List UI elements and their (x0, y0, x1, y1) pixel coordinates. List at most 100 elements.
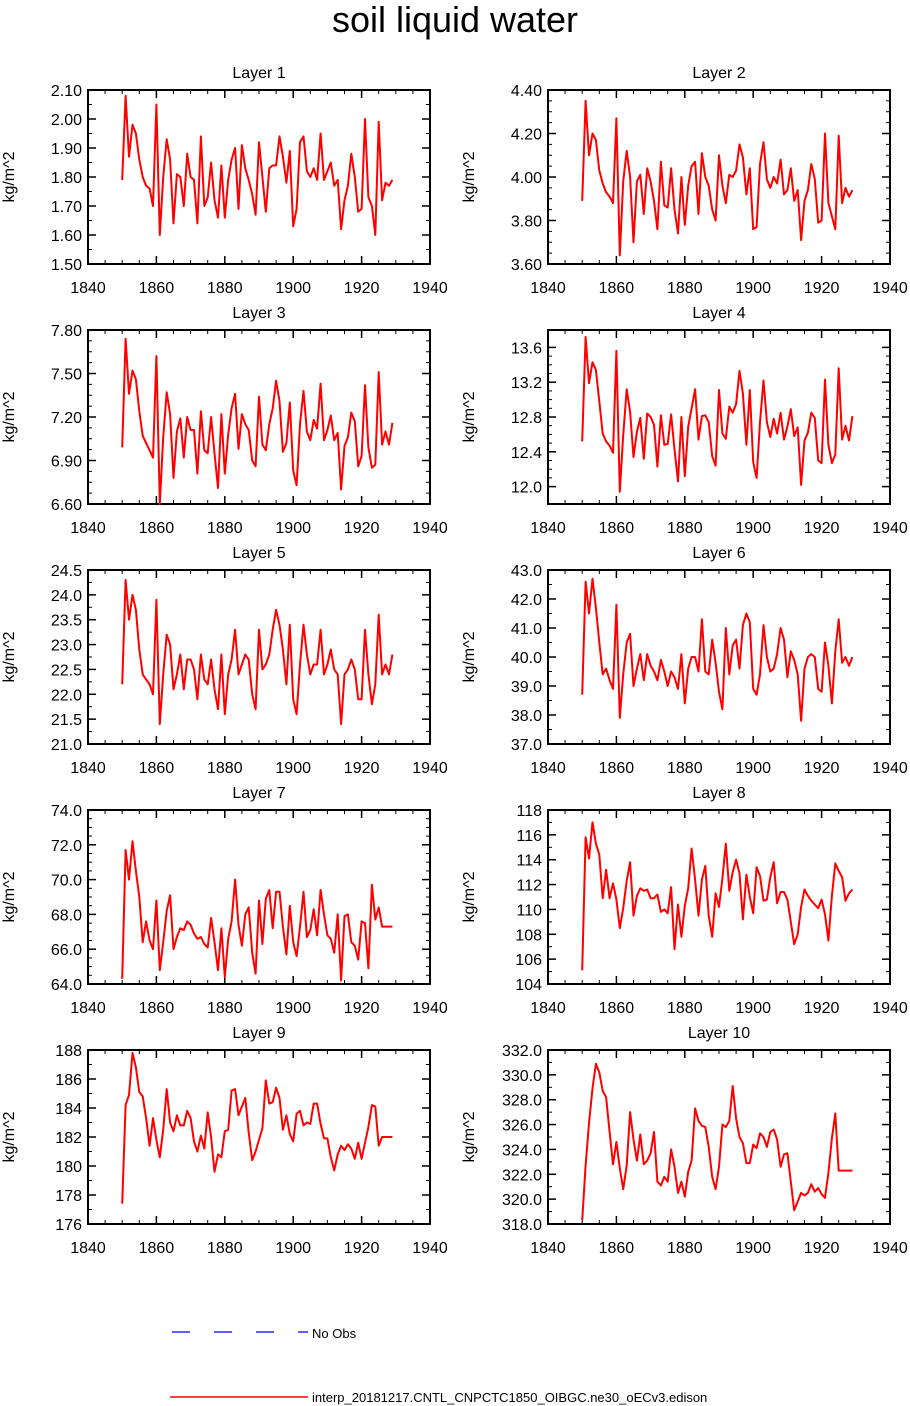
panel-1-ytick-label: 1.80 (51, 170, 82, 187)
panel-9-ytick-label: 180 (55, 1159, 82, 1176)
panel-2-title: Layer 2 (692, 65, 745, 82)
panel-8-ytick-label: 108 (515, 927, 542, 944)
panel-1-ytick-label: 1.70 (51, 199, 82, 216)
panel-2-xtick-label: 1920 (804, 280, 840, 297)
panel-2-ytick-label: 3.80 (511, 214, 542, 231)
panel-10-xtick-label: 1860 (599, 1240, 635, 1257)
panel-4-ytick-label: 13.6 (511, 340, 542, 357)
panel-7-ytick-label: 70.0 (51, 873, 82, 890)
panel-8-ytick-label: 116 (516, 828, 542, 845)
panel-7-xtick-label: 1880 (207, 1000, 243, 1017)
panel-5-ytick-label: 23.0 (51, 638, 82, 655)
panel-7-xtick-label: 1860 (139, 1000, 175, 1017)
panel-5-xtick-label: 1880 (207, 760, 243, 777)
panel-4-frame (547, 329, 891, 505)
panel-1-xtick-label: 1880 (207, 280, 243, 297)
panel-9-xtick-label: 1900 (275, 1240, 311, 1257)
panel-5-xtick-label: 1840 (70, 760, 106, 777)
panel-7-xtick-label: 1840 (70, 1000, 106, 1017)
panel-2-xtick-label: 1840 (530, 280, 566, 297)
panel-2-ytick-label: 4.20 (511, 127, 542, 144)
panel-7-xtick-label: 1920 (344, 1000, 380, 1017)
panel-8-title: Layer 8 (692, 785, 745, 802)
panel-4-title: Layer 4 (692, 305, 745, 322)
panel-2-frame (547, 89, 891, 265)
panel-8-xtick-label: 1940 (872, 1000, 908, 1017)
panel-10-ytick-label: 320.0 (502, 1192, 542, 1209)
panel-6-ytick-label: 41.0 (511, 621, 542, 638)
panel-9-xtick-label: 1880 (207, 1240, 243, 1257)
panel-10-ylabel: kg/m^2 (461, 1111, 478, 1162)
panel-2-ytick-label: 4.40 (511, 83, 542, 100)
panel-3-xtick-label: 1840 (70, 520, 106, 537)
panel-3-ytick-label: 6.90 (51, 454, 82, 471)
panel-6-ytick-label: 39.0 (511, 679, 542, 696)
panel-5-series-line (121, 578, 394, 726)
panel-3-ytick-label: 7.50 (51, 367, 82, 384)
panel-3-ytick-label: 7.80 (51, 323, 82, 340)
panel-7-title: Layer 7 (232, 785, 285, 802)
panel-9-ytick-label: 178 (55, 1188, 82, 1205)
panel-1-ytick-label: 2.10 (51, 83, 82, 100)
panel-6-frame (547, 569, 891, 745)
panel-5-ytick-label: 24.5 (51, 563, 82, 580)
panel-7-ytick-label: 74.0 (51, 803, 82, 820)
panel-4-xtick-label: 1940 (872, 520, 908, 537)
panel-9-ytick-label: 184 (55, 1101, 82, 1118)
panel-6-xtick-label: 1860 (599, 760, 635, 777)
panel-4-xtick-label: 1920 (804, 520, 840, 537)
panel-4-xtick-label: 1900 (735, 520, 771, 537)
panel-9-xtick-label: 1920 (344, 1240, 380, 1257)
figure-title: soil liquid water (331, 0, 579, 40)
panel-6-ytick-label: 40.0 (511, 650, 542, 667)
panel-6-series-line (581, 577, 854, 722)
panel-5-ytick-label: 22.5 (51, 662, 82, 679)
panel-4-series-line (581, 336, 854, 493)
panel-2-ytick-label: 3.60 (511, 257, 542, 274)
panel-10-xtick-label: 1940 (872, 1240, 908, 1257)
panel-4-ytick-label: 12.4 (511, 445, 542, 462)
panel-8-xtick-label: 1900 (735, 1000, 771, 1017)
panel-6-ytick-label: 37.0 (511, 737, 542, 754)
panel-4-xtick-label: 1860 (599, 520, 635, 537)
panel-2-series-line (581, 99, 854, 257)
panel-10-ytick-label: 326.0 (502, 1118, 542, 1135)
panel-7-xtick-label: 1940 (412, 1000, 448, 1017)
panel-8-xtick-label: 1840 (530, 1000, 566, 1017)
panel-8-xtick-label: 1880 (667, 1000, 703, 1017)
panel-1-xtick-label: 1840 (70, 280, 106, 297)
panel-2-xtick-label: 1900 (735, 280, 771, 297)
panel-8-xtick-label: 1920 (804, 1000, 840, 1017)
panel-4-ytick-label: 12.0 (511, 480, 542, 497)
panel-3-series-line (121, 337, 394, 505)
panel-1-ytick-label: 1.60 (51, 228, 82, 245)
panel-4-ylabel: kg/m^2 (461, 391, 478, 442)
panel-1-frame (87, 89, 431, 265)
panel-4-xtick-label: 1840 (530, 520, 566, 537)
panel-5-xtick-label: 1940 (412, 760, 448, 777)
panel-1-xtick-label: 1900 (275, 280, 311, 297)
panel-2-ylabel: kg/m^2 (461, 151, 478, 202)
panel-8-ylabel: kg/m^2 (461, 871, 478, 922)
panel-8-ytick-label: 110 (516, 902, 542, 919)
panel-9-ytick-label: 186 (55, 1072, 82, 1089)
panel-7-ytick-label: 72.0 (51, 838, 82, 855)
panel-3-xtick-label: 1940 (412, 520, 448, 537)
panel-9-ytick-label: 188 (55, 1043, 82, 1060)
panel-6-xtick-label: 1880 (667, 760, 703, 777)
panel-7-ylabel: kg/m^2 (1, 871, 18, 922)
panel-10-title: Layer 10 (688, 1025, 750, 1042)
panel-6-ytick-label: 42.0 (511, 592, 542, 609)
panel-9-ylabel: kg/m^2 (1, 1111, 18, 1162)
panel-10-xtick-label: 1920 (804, 1240, 840, 1257)
panel-10-series-line (581, 1062, 853, 1221)
panel-10-xtick-label: 1900 (735, 1240, 771, 1257)
panel-3-title: Layer 3 (232, 305, 285, 322)
panel-6-xtick-label: 1900 (735, 760, 771, 777)
panel-5-ytick-label: 23.5 (51, 613, 82, 630)
panel-5-ylabel: kg/m^2 (1, 631, 18, 682)
panel-6-ytick-label: 43.0 (511, 563, 542, 580)
panel-3-ylabel: kg/m^2 (1, 391, 18, 442)
legend-model-label: interp_20181217.CNTL_CNPCTC1850_OIBGC.ne… (312, 1390, 707, 1405)
